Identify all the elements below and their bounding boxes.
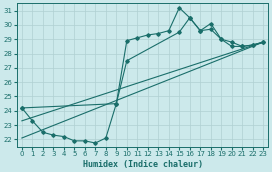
X-axis label: Humidex (Indice chaleur): Humidex (Indice chaleur)	[83, 159, 203, 169]
